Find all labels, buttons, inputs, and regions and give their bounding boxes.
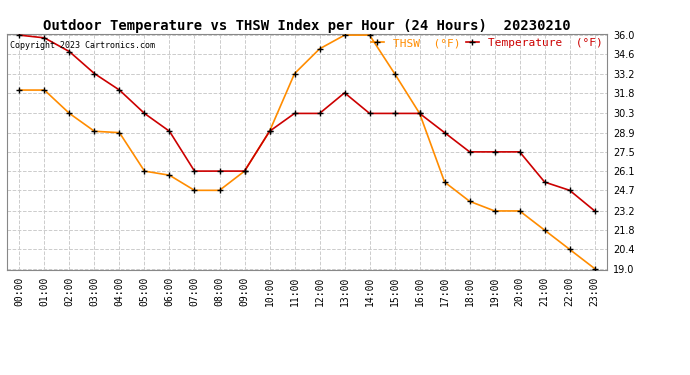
Title: Outdoor Temperature vs THSW Index per Hour (24 Hours)  20230210: Outdoor Temperature vs THSW Index per Ho… [43,19,571,33]
Legend: THSW  (°F), Temperature  (°F): THSW (°F), Temperature (°F) [366,34,607,53]
Text: Copyright 2023 Cartronics.com: Copyright 2023 Cartronics.com [10,41,155,50]
